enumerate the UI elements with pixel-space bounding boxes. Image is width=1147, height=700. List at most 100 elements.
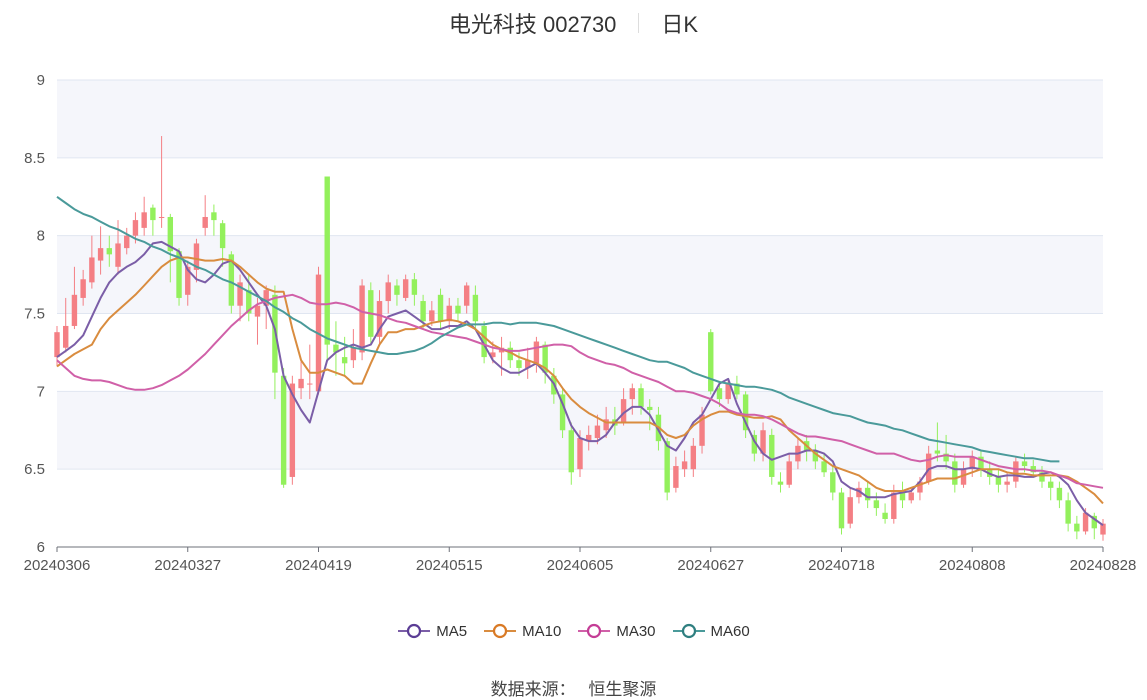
candle-body <box>812 450 819 462</box>
candle-body <box>960 469 967 485</box>
candle-body <box>1082 512 1089 532</box>
y-axis-ticks: 6 6.5 7 7.5 8 8.5 9 <box>24 72 45 556</box>
legend-item-ma30[interactable]: MA30 <box>577 622 656 640</box>
candle-body <box>132 220 139 236</box>
legend: MA5 MA10 MA30 MA60 <box>0 620 1147 642</box>
ma10-legend-icon <box>484 623 517 639</box>
legend-label: MA10 <box>522 622 562 640</box>
candle-body <box>1004 481 1010 485</box>
candle-body <box>211 212 217 221</box>
candle-body <box>263 290 269 306</box>
candle-body <box>891 492 897 519</box>
candle-body <box>1074 523 1080 532</box>
candle-body <box>533 341 540 364</box>
candle-body <box>847 497 853 524</box>
source-name: 恒生聚源 <box>588 680 657 699</box>
candle-body <box>1065 500 1071 524</box>
candle-body <box>681 461 688 470</box>
candle-body <box>124 235 130 249</box>
candle-body <box>760 430 766 454</box>
candle-body <box>864 487 871 501</box>
candle-body <box>586 434 592 442</box>
grid-band <box>57 80 1103 158</box>
candle-body <box>298 378 304 389</box>
candle-body <box>638 388 644 407</box>
candle-body <box>1047 481 1054 488</box>
candle-body <box>690 445 697 470</box>
candle-body <box>725 383 731 400</box>
candle-body <box>394 285 400 295</box>
candle-body <box>577 438 583 470</box>
candle-body <box>254 305 261 317</box>
candle-body <box>80 279 86 298</box>
source-label: 数据来源： <box>490 680 576 699</box>
candle-body <box>1056 487 1063 501</box>
candle-body <box>167 216 174 252</box>
legend-label: MA60 <box>710 622 750 640</box>
legend-item-ma60[interactable]: MA60 <box>672 623 750 640</box>
x-tick-label: 20240718 <box>808 557 875 574</box>
legend-item-ma10[interactable]: MA10 <box>483 623 561 640</box>
candle-body <box>952 461 958 485</box>
chart-title: 电光科技 002730 日K <box>0 8 1147 38</box>
candle-body <box>751 434 758 454</box>
candle-body <box>995 476 1002 485</box>
candle-body <box>376 301 383 337</box>
candle-body <box>769 434 775 477</box>
candle-body <box>908 492 914 501</box>
x-tick-label: 20240627 <box>677 557 744 574</box>
candle-body <box>237 282 243 306</box>
period-label[interactable]: 日K <box>661 12 699 37</box>
candle-body <box>429 310 435 322</box>
candle-body <box>917 481 923 493</box>
candle-body <box>594 425 601 439</box>
candle-body <box>943 453 949 462</box>
candle-body <box>202 216 208 228</box>
candle-body <box>158 216 165 218</box>
candle-body <box>280 375 287 485</box>
legend-item-ma5[interactable]: MA5 <box>397 623 467 640</box>
ma60-legend-icon <box>672 623 705 639</box>
x-tick-label: 20240808 <box>939 557 1006 574</box>
candle-body <box>106 248 113 255</box>
x-tick-label: 20240306 <box>24 557 91 574</box>
candle-body <box>708 332 714 392</box>
x-tick-label: 20240828 <box>1070 557 1137 574</box>
stock-name: 电光科技 002730 <box>448 12 617 37</box>
candle-body <box>629 388 636 400</box>
candle-body <box>455 305 461 314</box>
y-tick-label: 8 <box>37 228 45 245</box>
candle-body <box>1013 461 1019 482</box>
ma60-line <box>56 195 1060 463</box>
candle-body <box>716 388 723 400</box>
legend-label: MA30 <box>616 622 656 640</box>
x-tick-label: 20240327 <box>154 557 221 574</box>
y-tick-label: 8.5 <box>24 150 45 167</box>
candle-body <box>821 461 827 473</box>
candle-body <box>1030 466 1036 473</box>
moving-average-lines <box>56 195 1104 527</box>
candle-body <box>141 212 147 228</box>
candle-body <box>324 176 330 345</box>
candle-body <box>673 466 679 488</box>
candle-body <box>228 254 235 306</box>
candle-body <box>873 500 880 509</box>
candle-body <box>463 285 470 306</box>
candle-body <box>63 325 69 348</box>
y-tick-label: 6 <box>37 539 45 556</box>
candle-body <box>734 383 740 395</box>
candle-body <box>568 430 574 473</box>
candle-body <box>115 243 121 267</box>
candle-body <box>524 360 531 368</box>
candle-body <box>246 290 252 314</box>
candle-body <box>437 294 444 322</box>
candle-body <box>359 285 365 353</box>
candle-body <box>97 248 104 261</box>
candle-body <box>647 406 653 411</box>
title-divider <box>638 13 640 33</box>
candle-body <box>978 456 984 470</box>
candle-body <box>516 360 522 368</box>
candle-body <box>507 347 513 361</box>
candle-body <box>385 282 391 302</box>
candle-body <box>176 251 182 298</box>
